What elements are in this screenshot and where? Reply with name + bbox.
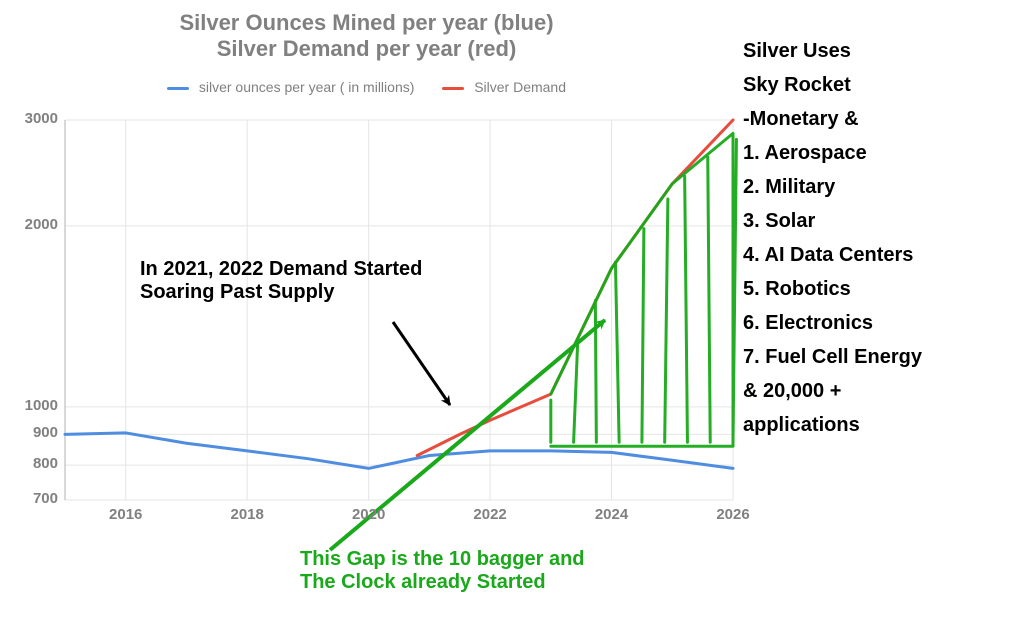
annotation-demand-line1: In 2021, 2022 Demand Started [140, 258, 422, 281]
xtick-label: 2018 [217, 506, 277, 523]
side-list-item: 3. Solar [743, 204, 922, 238]
side-list-item: applications [743, 408, 922, 442]
side-list: Silver Uses Sky Rocket-Monetary &1. Aero… [743, 34, 922, 442]
side-list-item: & 20,000 + [743, 374, 922, 408]
annotation-gap-line2: The Clock already Started [300, 571, 585, 594]
legend-swatch-demand [442, 87, 464, 90]
plot-area [65, 120, 733, 500]
ytick-label: 3000 [10, 110, 58, 127]
side-list-item: 6. Electronics [743, 306, 922, 340]
xtick-label: 2026 [703, 506, 763, 523]
annotation-gap: This Gap is the 10 bagger and The Clock … [300, 548, 585, 594]
ytick-label: 2000 [10, 216, 58, 233]
annotation-gap-line1: This Gap is the 10 bagger and [300, 548, 585, 571]
chart-title: Silver Ounces Mined per year (blue) Silv… [0, 10, 733, 62]
xtick-label: 2024 [582, 506, 642, 523]
side-list-item: 4. AI Data Centers [743, 238, 922, 272]
xtick-label: 2022 [460, 506, 520, 523]
ytick-label: 1000 [10, 397, 58, 414]
legend-item-supply: silver ounces per year ( in millions) [167, 79, 414, 95]
side-list-item: 7. Fuel Cell Energy [743, 340, 922, 374]
chart-container: { "title": { "line1": "Silver Ounces Min… [0, 0, 1011, 639]
ytick-label: 900 [10, 424, 58, 441]
side-list-item: Sky Rocket [743, 68, 922, 102]
chart-title-line2: Silver Demand per year (red) [0, 36, 733, 62]
chart-title-line1: Silver Ounces Mined per year (blue) [0, 10, 733, 36]
ytick-label: 800 [10, 455, 58, 472]
xtick-label: 2020 [339, 506, 399, 523]
side-list-item: 1. Aerospace [743, 136, 922, 170]
legend-swatch-supply [167, 87, 189, 90]
side-list-item: Silver Uses [743, 34, 922, 68]
side-list-item: 5. Robotics [743, 272, 922, 306]
annotation-demand-started: In 2021, 2022 Demand Started Soaring Pas… [140, 258, 422, 304]
side-list-item: 2. Military [743, 170, 922, 204]
ytick-label: 700 [10, 490, 58, 507]
legend-item-demand: Silver Demand [442, 79, 566, 95]
legend-label-demand: Silver Demand [474, 79, 566, 95]
side-list-item: -Monetary & [743, 102, 922, 136]
annotation-demand-line2: Soaring Past Supply [140, 281, 422, 304]
xtick-label: 2016 [96, 506, 156, 523]
legend: silver ounces per year ( in millions) Si… [0, 78, 733, 95]
plot-svg [65, 120, 733, 500]
legend-label-supply: silver ounces per year ( in millions) [199, 79, 415, 95]
